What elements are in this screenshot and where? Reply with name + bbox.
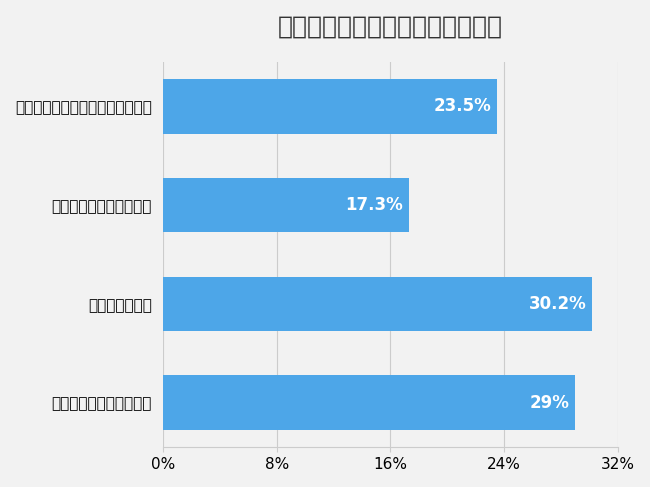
Bar: [163, 277, 592, 331]
Title: 副業する上で気になることは何か: 副業する上で気になることは何か: [278, 15, 503, 39]
Text: 17.3%: 17.3%: [346, 196, 403, 214]
Bar: [163, 178, 409, 232]
Text: 23.5%: 23.5%: [434, 97, 491, 115]
Text: 30.2%: 30.2%: [529, 295, 587, 313]
Text: 29%: 29%: [530, 393, 569, 412]
Bar: [163, 79, 497, 133]
Bar: [163, 375, 575, 430]
